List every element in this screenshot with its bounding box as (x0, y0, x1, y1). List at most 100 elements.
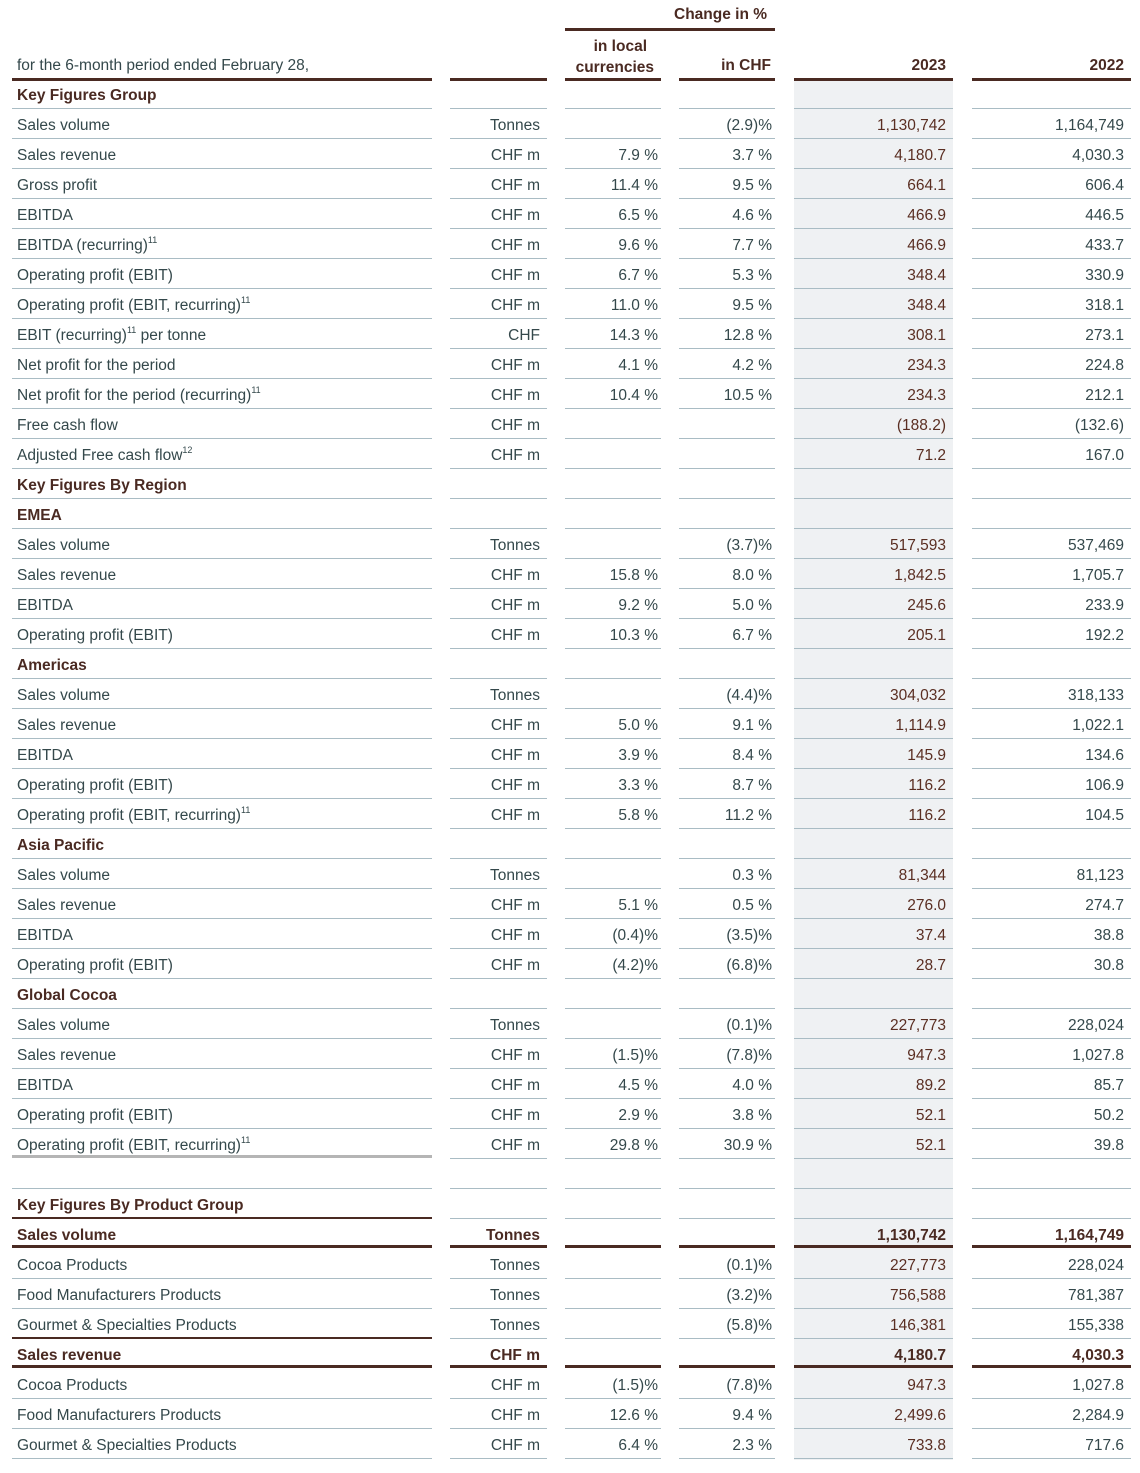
value-2022-cell: 606.4 (972, 170, 1131, 199)
change-local-cell (565, 80, 661, 109)
change-chf-cell: 5.0 % (679, 590, 775, 619)
unit-cell (450, 1190, 547, 1219)
label-text: Key Figures By Region (17, 477, 187, 494)
change-local-cell (565, 440, 661, 469)
value-2022-cell: 1,027.8 (972, 1040, 1131, 1069)
value-2023-cell: 947.3 (794, 1040, 953, 1069)
change-chf-cell (679, 1190, 775, 1219)
table-row: Net profit for the period CHF m 4.1 % 4.2 %… (0, 350, 1140, 380)
unit-cell: CHF m (450, 560, 547, 589)
change-local-cell: 3.9 % (565, 740, 661, 769)
period-label: for the 6-month period ended February 28… (17, 57, 310, 74)
label-text: Sales revenue (17, 717, 117, 734)
unit-cell: CHF m (450, 1430, 547, 1459)
label-text: Sales volume (17, 537, 111, 554)
unit-cell: CHF m (450, 200, 547, 229)
row-label: Operating profit (EBIT) (12, 620, 432, 649)
change-local-cell: 4.5 % (565, 1070, 661, 1099)
unit-cell: Tonnes (450, 860, 547, 889)
table-row: Sales volume Tonnes (3.7)% 517,593 537,469 (0, 530, 1140, 560)
unit-cell (450, 650, 547, 679)
row-label: Sales revenue (12, 1040, 432, 1069)
change-local-cell: 7.9 % (565, 140, 661, 169)
label-text: Operating profit (EBIT) (17, 267, 173, 284)
unit-cell: Tonnes (450, 680, 547, 709)
unit-cell (450, 500, 547, 529)
change-chf-cell (679, 1340, 775, 1368)
row-label: EBITDA (12, 200, 432, 229)
value-2023-cell: 81,344 (794, 860, 953, 889)
header-rule (450, 78, 547, 81)
value-2022-cell: 85.7 (972, 1070, 1131, 1099)
row-label: Operating profit (EBIT, recurring)11 (12, 800, 432, 829)
section-header-row: Asia Pacific (0, 830, 1140, 860)
header-rule (794, 78, 953, 81)
change-chf-cell: 11.2 % (679, 800, 775, 829)
current-year-shading (794, 80, 953, 1460)
table-row: Free cash flow CHF m (188.2) (132.6) (0, 410, 1140, 440)
value-2023-cell (794, 650, 953, 679)
unit-cell: Tonnes (450, 1310, 547, 1339)
table-row: Food Manufacturers Products Tonnes (3.2)% 7… (0, 1280, 1140, 1310)
section-header-row: Key Figures Group (0, 80, 1140, 110)
value-2023-cell: 517,593 (794, 530, 953, 559)
value-2023-cell: 52.1 (794, 1130, 953, 1159)
unit-cell: CHF m (450, 620, 547, 649)
value-2022-cell: 39.8 (972, 1130, 1131, 1159)
value-2023-cell: (188.2) (794, 410, 953, 439)
value-2023-cell: 466.9 (794, 200, 953, 229)
label-text: EBITDA (17, 747, 73, 764)
value-2023-cell: 466.9 (794, 230, 953, 259)
footnote-ref: 11 (240, 805, 251, 815)
change-local-cell: 29.8 % (565, 1130, 661, 1159)
table-row: Cocoa Products Tonnes (0.1)% 227,773 228,024 (0, 1250, 1140, 1280)
change-local-cell: 4.1 % (565, 350, 661, 379)
change-chf-cell (679, 650, 775, 679)
value-2022-cell (972, 470, 1131, 499)
row-label: EBIT (recurring)11 per tonne (12, 320, 432, 349)
change-chf-cell: 0.5 % (679, 890, 775, 919)
change-local-cell (565, 1310, 661, 1339)
unit-cell (450, 80, 547, 109)
change-chf-cell: (3.5)% (679, 920, 775, 949)
label-text: Americas (17, 657, 87, 674)
table-row: Operating profit (EBIT, recurring)11 CHF … (0, 800, 1140, 830)
table-row: Sales volume Tonnes (2.9)% 1,130,742 1,164,7… (0, 110, 1140, 140)
change-local-cell: 14.3 % (565, 320, 661, 349)
change-chf-cell: 9.1 % (679, 710, 775, 739)
label-text: Sales volume (17, 687, 111, 704)
value-2022-cell: 717.6 (972, 1430, 1131, 1459)
change-chf-cell (679, 1220, 775, 1248)
label-text: Operating profit (EBIT, recurring) (17, 297, 241, 314)
change-chf-cell: 8.0 % (679, 560, 775, 589)
label-text: EBIT (recurring) (17, 327, 127, 344)
label-text: EBITDA (17, 597, 73, 614)
change-chf-cell: 7.7 % (679, 230, 775, 259)
footnote-ref: 11 (147, 235, 158, 245)
value-2022-cell: 4,030.3 (972, 1340, 1131, 1368)
row-label: Operating profit (EBIT, recurring)11 (12, 290, 432, 319)
value-2023-cell: 145.9 (794, 740, 953, 769)
label-text: Sales volume (17, 867, 111, 884)
footnote-ref: 11 (240, 295, 251, 305)
value-2023-cell: 1,130,742 (794, 1220, 953, 1248)
change-local-cell: (1.5)% (565, 1040, 661, 1069)
value-2022-cell: 1,164,749 (972, 110, 1131, 139)
row-label: EBITDA (12, 740, 432, 769)
value-2022-cell (972, 500, 1131, 529)
change-local-cell (565, 980, 661, 1009)
change-local-cell: 10.3 % (565, 620, 661, 649)
row-label: Sales revenue (12, 710, 432, 739)
change-chf-cell (679, 440, 775, 469)
change-local-cell (565, 1340, 661, 1368)
label-text: Asia Pacific (17, 837, 105, 854)
table-row: Sales volume Tonnes (4.4)% 304,032 318,133 (0, 680, 1140, 710)
table-row: EBITDA (recurring)11 CHF m 9.6 % 7.7 % 466.9… (0, 230, 1140, 260)
change-chf-cell: (0.1)% (679, 1250, 775, 1279)
row-label: Sales volume (12, 860, 432, 889)
value-2023-cell: 227,773 (794, 1010, 953, 1039)
table-row: Sales revenue CHF m 15.8 % 8.0 % 1,842.5 1,70… (0, 560, 1140, 590)
change-local-cell: 10.4 % (565, 380, 661, 409)
change-local-cell: 9.6 % (565, 230, 661, 259)
value-2022-cell: 274.7 (972, 890, 1131, 919)
